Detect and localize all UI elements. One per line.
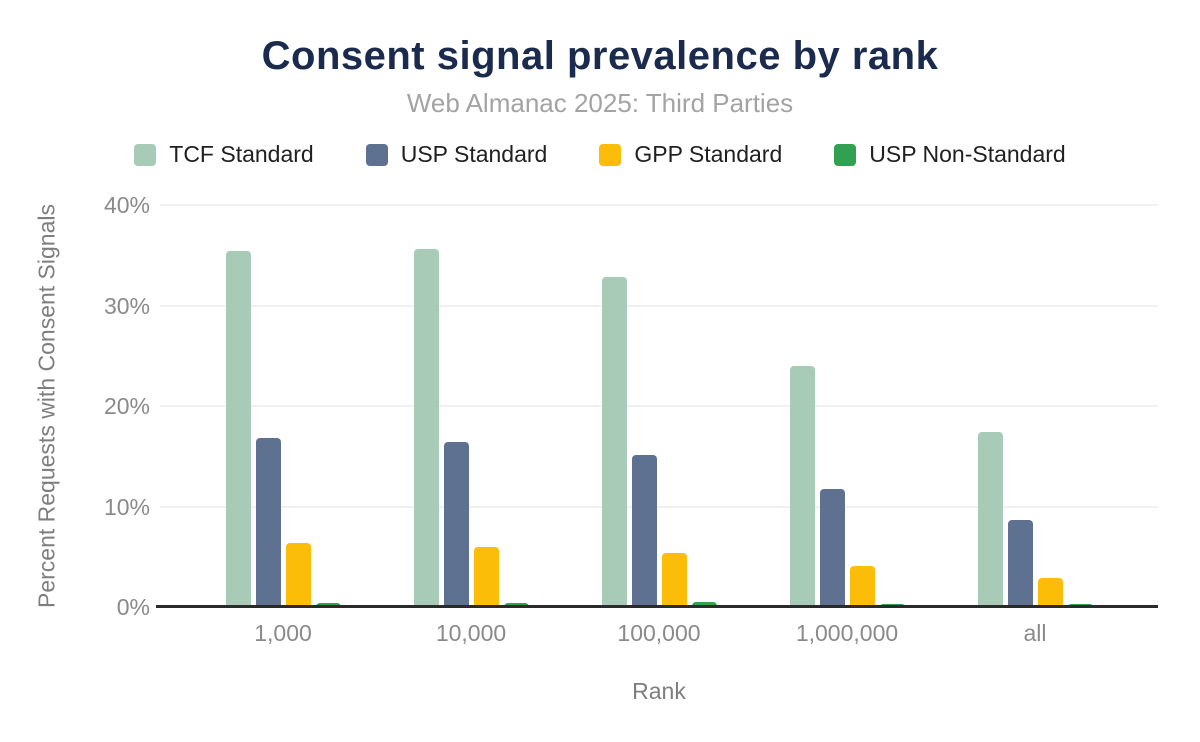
x-tick-label-2: 100,000 — [617, 620, 701, 646]
x-tick-label-0: 1,000 — [254, 620, 312, 646]
bar-gpp-standard-4 — [1037, 577, 1063, 607]
chart-subtitle: Web Almanac 2025: Third Parties — [406, 88, 794, 118]
y-tick-label-20: 20% — [103, 393, 150, 419]
bar-tcf-standard-3 — [789, 365, 815, 607]
legend-label: GPP Standard — [634, 141, 783, 167]
x-tick-label-1: 10,000 — [435, 620, 507, 646]
bar-gpp-standard-3 — [849, 565, 875, 607]
x-axis-line — [156, 605, 1158, 608]
bar-usp-standard-2 — [631, 455, 657, 607]
legend: TCF Standard USP Standard GPP Standard USP … — [0, 141, 1200, 168]
chart-title: Consent signal prevalence by rank — [261, 34, 939, 78]
bar-usp-standard-3 — [819, 489, 845, 607]
legend-item-2: GPP Standard — [599, 141, 782, 168]
gridline-20 — [160, 405, 1158, 407]
x-tick-label-3: 1,000,000 — [795, 620, 899, 646]
gridline-40 — [160, 204, 1158, 206]
legend-item-3: USP Non-Standard — [834, 141, 1066, 168]
bar-usp-standard-0 — [255, 438, 281, 607]
bar-usp-standard-1 — [443, 442, 469, 607]
bar-gpp-standard-0 — [285, 542, 311, 607]
y-tick-label-0: 0% — [116, 594, 150, 620]
gridline-10 — [160, 505, 1158, 508]
y-tick-label-40: 40% — [103, 192, 150, 218]
bar-usp-standard-4 — [1007, 519, 1033, 607]
bar-usp-non-standard-2 — [691, 601, 717, 607]
y-tick-label-30: 30% — [103, 292, 150, 319]
legend-swatch-icon — [134, 143, 157, 166]
bar-tcf-standard-2 — [601, 277, 627, 607]
legend-label: TCF Standard — [169, 141, 314, 167]
gridline-30 — [160, 304, 1158, 307]
legend-item-1: USP Standard — [365, 141, 548, 168]
legend-label: USP Non-Standard — [869, 141, 1066, 167]
legend-swatch-icon — [365, 143, 388, 166]
y-axis-title: Percent Requests with Consent Signals — [33, 204, 60, 608]
x-axis-title: Rank — [632, 678, 686, 704]
bar-gpp-standard-1 — [473, 546, 499, 607]
plot-area — [156, 204, 1158, 608]
x-tick-label-4: all — [1023, 620, 1047, 646]
bar-tcf-standard-4 — [977, 432, 1003, 607]
bar-gpp-standard-2 — [661, 552, 687, 607]
bar-usp-non-standard-1 — [503, 602, 529, 607]
bar-tcf-standard-0 — [225, 251, 251, 607]
bar-tcf-standard-1 — [413, 249, 439, 607]
legend-swatch-icon — [599, 143, 622, 166]
bar-usp-non-standard-0 — [315, 602, 341, 607]
legend-swatch-icon — [834, 143, 857, 166]
legend-label: USP Standard — [400, 141, 548, 167]
y-tick-label-10: 10% — [103, 493, 150, 520]
legend-item-0: TCF Standard — [134, 141, 314, 168]
